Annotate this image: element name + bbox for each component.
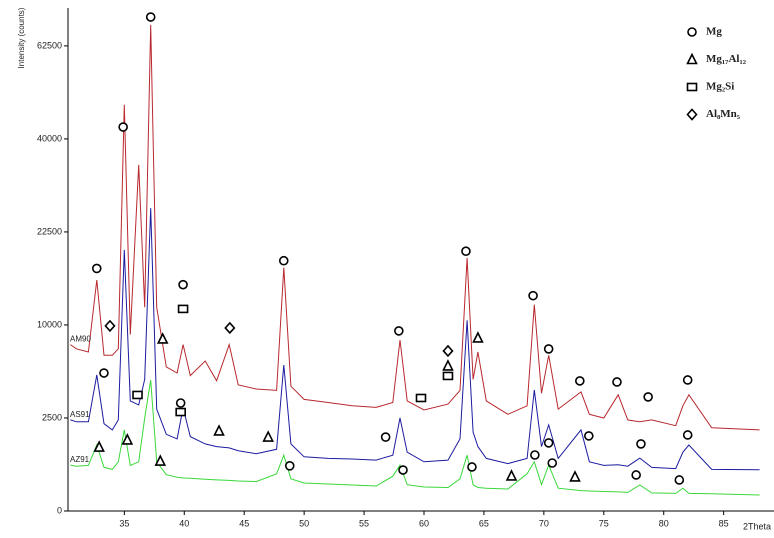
marker-triangle [505,469,518,481]
marker-circle [612,377,622,387]
marker-triangle [213,424,225,436]
marker-circle [543,438,554,448]
marker-circle [584,431,594,441]
marker-diamond [224,321,236,335]
y-tick-label: 40000 [37,133,62,143]
marker-circle [461,246,471,257]
marker-circle [398,465,408,475]
marker-circle [643,392,653,402]
marker-diamond [104,319,116,333]
marker-circle [467,462,477,472]
marker-square [442,371,454,381]
legend-label: Mg₁₇Al₁₂ [706,53,747,65]
marker-circle [278,255,289,266]
x-tick-label: 85 [719,518,729,528]
series-label: AS91 [70,410,90,419]
series-line [70,208,760,471]
legend-label: Al₈Mn₅ [706,108,741,120]
x-tick-label: 35 [119,518,129,528]
marker-triangle [121,433,134,445]
marker-circle [91,263,102,274]
marker-circle [543,344,554,354]
marker-circle [99,368,109,378]
marker-circle [682,375,693,385]
marker-circle [636,439,646,449]
series-line [70,24,760,431]
y-tick-label: 22500 [37,226,62,236]
marker-circle [682,430,693,440]
marker-triangle [156,332,169,344]
marker-square [132,390,143,400]
marker-circle [528,290,538,301]
marker-circle [575,376,585,386]
legend-label: Mg [706,26,722,38]
series-label: AZ91 [70,455,90,464]
x-tick-label: 55 [359,518,369,528]
legend-label: Mg₂Si [706,81,734,93]
y-tick-label: 2500 [42,412,62,422]
y-tick-label: 0 [57,505,62,515]
marker-triangle [472,331,484,343]
x-tick-label: 40 [179,518,189,528]
y-tick-label: 62500 [37,40,62,50]
marker-circle [284,461,295,471]
marker-circle [674,475,685,485]
marker-triangle [93,440,105,452]
marker-triangle [262,430,274,442]
x-tick-label: 65 [479,518,489,528]
marker-square [686,82,698,92]
x-tick-label: 75 [599,518,609,528]
marker-circle [145,12,156,22]
marker-circle [175,398,186,408]
marker-circle [178,279,188,290]
marker-circle [687,27,697,37]
x-axis-label: 2Theta [743,521,771,531]
marker-circle [631,470,641,480]
marker-circle [394,326,404,336]
y-tick-label: 10000 [37,319,62,329]
marker-triangle [569,470,581,482]
marker-circle [118,122,128,132]
marker-circle [530,450,540,460]
marker-diamond [686,108,698,121]
x-tick-label: 70 [539,518,549,528]
marker-circle [380,432,391,442]
x-tick-label: 60 [419,518,429,528]
marker-square [415,393,427,403]
y-axis-label: Intensity (counts) [17,7,26,68]
marker-square [175,407,186,417]
x-tick-label: 80 [659,518,669,528]
series-line [70,379,760,496]
marker-square [177,304,189,314]
marker-triangle [686,52,698,65]
x-tick-label: 50 [299,518,309,528]
series-label: AM90 [70,335,91,344]
marker-triangle [442,359,454,371]
marker-circle [547,458,558,468]
marker-diamond [442,344,454,358]
x-tick-label: 45 [239,518,249,528]
marker-triangle [154,454,167,466]
